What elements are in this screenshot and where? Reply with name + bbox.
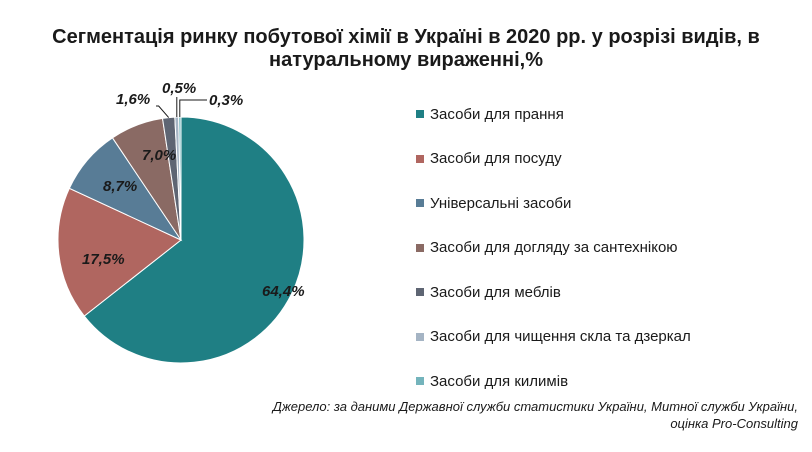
legend-item: Засоби для чищення скла та дзеркал [416, 315, 691, 360]
source-note-line-2: оцінка Pro-Consulting [670, 416, 798, 431]
chart-legend: Засоби для прання Засоби для посуду Універ… [416, 92, 691, 404]
pie-data-label: 0,5% [162, 80, 196, 97]
pie-data-label: 8,7% [103, 178, 137, 195]
legend-swatch [416, 154, 424, 163]
legend-item: Засоби для килимів [416, 359, 691, 404]
legend-label: Засоби для килимів [430, 372, 569, 390]
pie-slice [83, 116, 305, 364]
legend-label: Засоби для догляду за сантехнікою [430, 239, 678, 257]
pie-data-label: 7,0% [142, 147, 176, 164]
legend-item: Засоби для догляду за сантехнікою [416, 226, 691, 271]
legend-label: Засоби для меблів [430, 283, 561, 301]
chart-title-line-2: натуральному вираженні,% [269, 49, 543, 71]
pie-data-label: 64,4% [262, 283, 305, 300]
leader-line [156, 105, 170, 118]
pie-slice [178, 116, 182, 241]
source-note: Джерело: за даними Державної служби стат… [273, 398, 798, 432]
legend-swatch [416, 199, 424, 208]
pie-data-label: 1,6% [116, 91, 150, 108]
legend-item: Засоби для прання [416, 92, 691, 137]
legend-label: Засоби для посуду [430, 150, 562, 168]
legend-item: Засоби для меблів [416, 270, 691, 315]
pie-slice [57, 187, 182, 317]
legend-item: Універсальні засоби [416, 181, 691, 226]
legend-swatch [416, 332, 424, 341]
legend-label: Універсальні засоби [430, 194, 572, 212]
legend-label: Засоби для прання [430, 105, 564, 123]
leader-line [179, 99, 207, 117]
legend-label: Засоби для чищення скла та дзеркал [430, 328, 691, 346]
chart-title-line-1: Сегментація ринку побутової хімії в Укра… [52, 26, 760, 48]
legend-swatch [416, 110, 424, 119]
legend-swatch [416, 243, 424, 252]
pie-data-label: 17,5% [82, 251, 125, 268]
legend-item: Засоби для посуду [416, 137, 691, 182]
chart-title: Сегментація ринку побутової хімії в Укра… [0, 26, 812, 72]
legend-swatch [416, 288, 424, 297]
source-note-line-1: Джерело: за даними Державної служби стат… [272, 399, 798, 414]
legend-swatch [416, 377, 424, 386]
pie-data-label: 0,3% [209, 92, 243, 109]
